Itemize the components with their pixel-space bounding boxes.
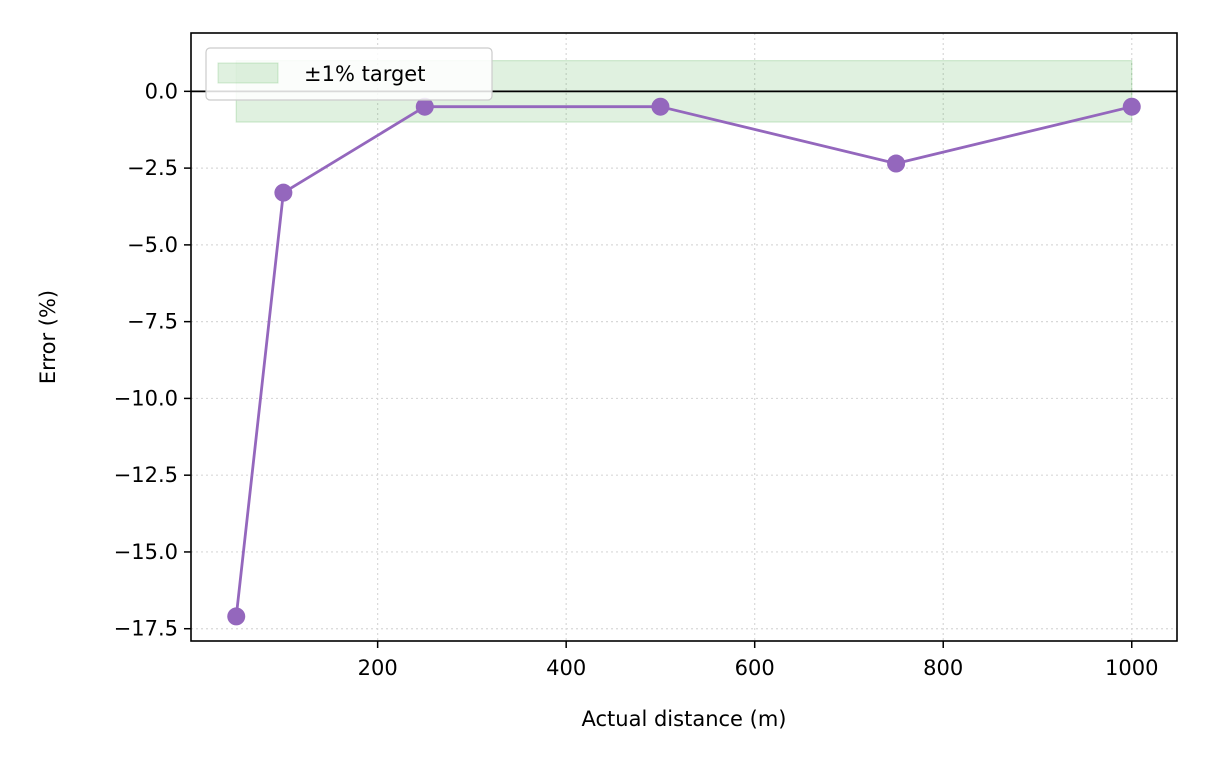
legend-box bbox=[205, 47, 493, 101]
series-layer bbox=[227, 97, 1141, 626]
x-tick-label: 600 bbox=[735, 656, 775, 680]
legend-swatch-target-band bbox=[217, 62, 279, 84]
data-point bbox=[274, 183, 293, 202]
y-tick-label: −2.5 bbox=[127, 156, 178, 180]
y-axis-label: Error (%) bbox=[36, 290, 60, 384]
data-point bbox=[887, 154, 906, 173]
legend: ±1% target bbox=[205, 47, 493, 101]
x-axis-label: Actual distance (m) bbox=[582, 707, 787, 731]
y-tick-label: −10.0 bbox=[114, 386, 178, 410]
x-tick-label: 800 bbox=[923, 656, 963, 680]
x-tick-label: 200 bbox=[358, 656, 398, 680]
data-point bbox=[227, 607, 246, 626]
y-tick-label: −12.5 bbox=[114, 463, 178, 487]
x-tick-label: 400 bbox=[546, 656, 586, 680]
data-point bbox=[1122, 97, 1141, 116]
y-tick-label: −7.5 bbox=[127, 310, 178, 334]
data-point bbox=[415, 97, 434, 116]
y-axis: 0.0 −2.5 −5.0 −7.5 −10.0 −12.5 −15.0 −17.5 bbox=[114, 79, 191, 641]
data-point bbox=[651, 97, 670, 116]
y-tick-label: −5.0 bbox=[127, 233, 178, 257]
legend-label-target-band: ±1% target bbox=[304, 62, 425, 86]
x-axis: 200 400 600 800 1000 bbox=[358, 641, 1158, 680]
y-tick-label: 0.0 bbox=[145, 79, 178, 103]
y-tick-label: −15.0 bbox=[114, 540, 178, 564]
series-line bbox=[234, 105, 1133, 617]
plot-area-frame bbox=[190, 32, 1178, 642]
x-tick-label: 1000 bbox=[1105, 656, 1158, 680]
y-tick-label: −17.5 bbox=[114, 617, 178, 641]
